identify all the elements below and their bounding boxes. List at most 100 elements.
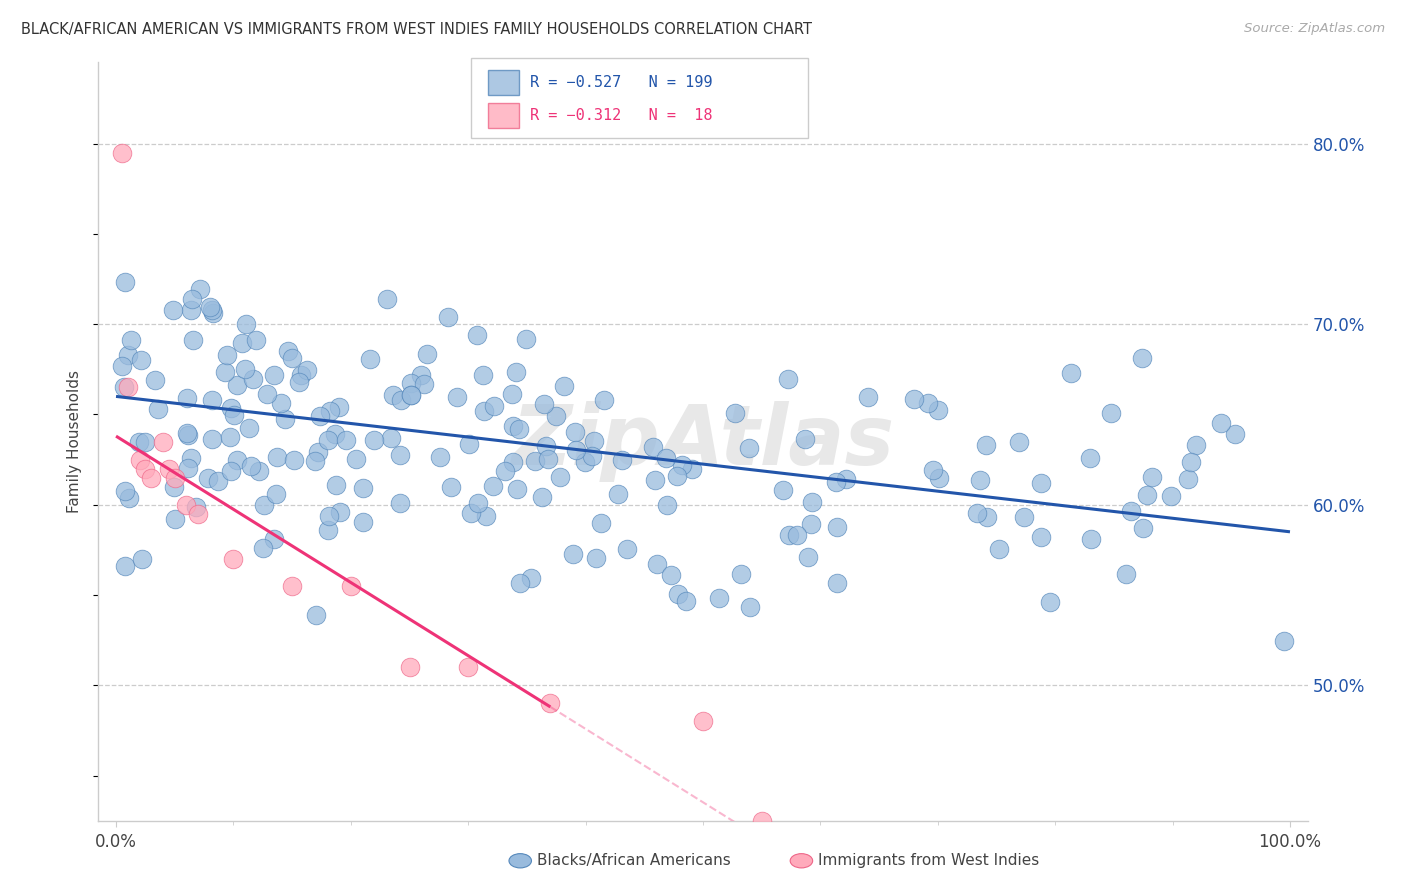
Point: [270, 395, 292, 409]
Point: [457, 660, 479, 674]
Point: [922, 463, 945, 477]
Point: [328, 401, 350, 415]
Point: [502, 418, 524, 433]
Point: [240, 459, 263, 474]
Point: [352, 515, 374, 529]
Point: [162, 302, 184, 317]
Point: [1130, 351, 1153, 365]
Point: [666, 587, 689, 601]
Point: [974, 438, 997, 452]
Point: [436, 310, 458, 324]
Point: [316, 523, 339, 537]
Point: [382, 388, 405, 402]
Point: [253, 498, 276, 512]
Point: [1012, 509, 1035, 524]
Point: [231, 336, 253, 351]
Point: [482, 399, 505, 413]
Point: [1080, 532, 1102, 546]
Point: [297, 363, 319, 377]
Y-axis label: Family Households: Family Households: [67, 370, 83, 513]
Point: [1272, 634, 1295, 648]
Point: [1008, 435, 1031, 450]
Point: [515, 332, 537, 346]
Point: [465, 327, 488, 342]
Point: [927, 402, 949, 417]
Point: [177, 428, 200, 442]
Point: [266, 450, 288, 465]
Point: [682, 462, 704, 476]
Point: [344, 452, 367, 467]
Point: [181, 334, 204, 348]
Point: [114, 275, 136, 289]
Point: [582, 434, 605, 449]
Point: [824, 475, 846, 490]
Point: [1060, 366, 1083, 380]
Point: [134, 435, 156, 450]
Point: [131, 552, 153, 566]
Point: [429, 450, 451, 465]
Text: Blacks/African Americans: Blacks/African Americans: [537, 854, 731, 868]
Point: [538, 696, 561, 710]
Point: [411, 368, 433, 382]
Point: [363, 433, 385, 447]
Point: [307, 445, 329, 459]
Point: [226, 378, 249, 392]
Point: [1099, 406, 1122, 420]
Point: [778, 528, 800, 542]
Point: [148, 402, 170, 417]
Point: [319, 404, 342, 418]
Point: [1078, 450, 1101, 465]
Point: [506, 482, 529, 496]
Point: [472, 404, 495, 418]
Point: [1136, 488, 1159, 502]
Point: [665, 469, 688, 483]
Point: [290, 368, 312, 383]
Point: [274, 411, 297, 425]
Point: [308, 409, 330, 423]
Point: [610, 453, 633, 467]
Point: [825, 519, 848, 533]
Point: [281, 351, 304, 365]
Point: [399, 376, 422, 390]
Point: [988, 541, 1011, 556]
Point: [509, 576, 531, 591]
Point: [548, 469, 571, 483]
Point: [263, 532, 285, 546]
Point: [1209, 416, 1232, 430]
Point: [187, 507, 209, 521]
Point: [114, 484, 136, 499]
Point: [472, 368, 495, 383]
Point: [1140, 470, 1163, 484]
Text: Source: ZipAtlas.com: Source: ZipAtlas.com: [1244, 22, 1385, 36]
Point: [197, 471, 219, 485]
Point: [481, 479, 503, 493]
Point: [114, 558, 136, 573]
Point: [505, 365, 527, 379]
Point: [1177, 471, 1199, 485]
Point: [827, 576, 849, 591]
Point: [591, 516, 613, 530]
Point: [1223, 427, 1246, 442]
Point: [399, 388, 422, 402]
Point: [235, 318, 257, 332]
Point: [738, 441, 761, 455]
Point: [256, 387, 278, 401]
Point: [141, 470, 163, 484]
Point: [778, 372, 800, 386]
Point: [157, 461, 180, 475]
Point: [179, 303, 201, 318]
Point: [709, 591, 731, 605]
Point: [316, 434, 339, 448]
Point: [131, 352, 153, 367]
Point: [641, 440, 664, 454]
Point: [263, 368, 285, 383]
Point: [439, 480, 461, 494]
Text: R = −0.312   N =  18: R = −0.312 N = 18: [530, 109, 713, 123]
Point: [564, 425, 586, 439]
Point: [118, 491, 141, 506]
Point: [323, 426, 346, 441]
Point: [520, 571, 543, 585]
Point: [180, 451, 202, 466]
Point: [647, 558, 669, 572]
Point: [281, 579, 304, 593]
